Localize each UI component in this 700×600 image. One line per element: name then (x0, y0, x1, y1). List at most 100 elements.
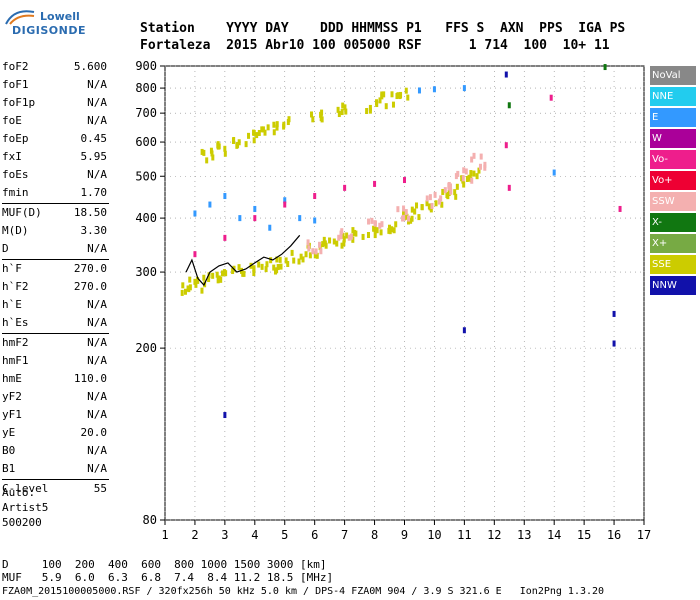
echo-point (387, 224, 391, 231)
echo-point (375, 101, 379, 108)
param-row: foF2 5.600 (2, 58, 109, 76)
param-label: yF2 (2, 390, 22, 403)
file-info-line: FZA0M_2015100005000.RSF / 320fx256h 50 k… (2, 586, 605, 597)
echo-point (455, 183, 459, 190)
echo-point (342, 240, 346, 247)
echo-point (507, 102, 511, 109)
echo-point (405, 213, 409, 220)
echo-point (483, 161, 487, 168)
echo-point (380, 221, 384, 228)
param-row: fmin 1.70 (2, 184, 109, 202)
echo-point (313, 217, 317, 224)
echo-point (276, 264, 280, 271)
echo-point (462, 181, 466, 188)
param-row: hmF2 N/A (2, 334, 109, 352)
echo-point (373, 220, 377, 227)
echo-point (361, 233, 365, 240)
series-group (223, 71, 616, 419)
y-tick-label: 200 (135, 341, 157, 355)
echo-point (328, 237, 332, 244)
param-label: foF2 (2, 60, 29, 73)
legend-item: E (650, 108, 696, 127)
echo-point (304, 251, 308, 258)
echo-point (425, 200, 429, 207)
echo-point (390, 91, 394, 98)
echo-point (275, 256, 279, 263)
param-label: h`Es (2, 316, 29, 329)
param-label: hmE (2, 372, 22, 385)
param-label: foE (2, 114, 22, 127)
echo-point (194, 281, 198, 288)
echo-point (311, 116, 315, 123)
param-row: yF2 N/A (2, 388, 109, 406)
echo-point (301, 256, 305, 263)
echo-point (223, 234, 227, 241)
param-row: h`Es N/A (2, 314, 109, 332)
echo-point (384, 103, 388, 110)
param-value: 18.50 (73, 206, 107, 219)
param-label: B1 (2, 462, 16, 475)
legend-item: NNW (650, 276, 696, 295)
param-row: hmE 110.0 (2, 370, 109, 388)
param-row: foF1p N/A (2, 94, 109, 112)
param-value: N/A (87, 336, 107, 349)
legend-item: Vo+ (650, 171, 696, 190)
echo-point (453, 189, 457, 196)
echo-point (283, 201, 287, 208)
echo-point (205, 157, 209, 164)
param-row: foEp 0.45 (2, 130, 109, 148)
scaled-parameters-panel: foF2 5.600 foF1 N/A foF1p N/A foE N/A foEp 0.45 fx… (2, 58, 109, 498)
x-tick-label: 6 (311, 528, 318, 542)
echo-point (208, 201, 212, 208)
echo-point (188, 284, 192, 291)
echo-point (440, 201, 444, 208)
echo-point (241, 270, 245, 277)
echo-point (313, 193, 317, 200)
param-separator (2, 479, 109, 480)
echo-point (268, 224, 272, 231)
echo-point (238, 215, 242, 222)
echo-point (410, 206, 414, 213)
echo-point (272, 121, 276, 128)
echo-point (391, 101, 395, 108)
param-value: N/A (87, 78, 107, 91)
echo-point (462, 167, 466, 174)
param-row: yF1 N/A (2, 406, 109, 424)
echo-point (318, 241, 322, 248)
echo-point (343, 104, 347, 111)
param-row: foF1 N/A (2, 76, 109, 94)
echo-point (257, 129, 261, 136)
echo-point (340, 242, 344, 249)
logo-arc-icon (5, 10, 35, 25)
param-value: 1.70 (80, 186, 108, 199)
echo-point (310, 111, 314, 118)
muf-distance-row: D 100 200 400 600 800 1000 1500 3000 [km… (2, 558, 327, 571)
echo-point (223, 193, 227, 200)
echo-point (477, 167, 481, 174)
echo-point (231, 138, 235, 145)
echo-point (202, 149, 206, 156)
echo-point (323, 240, 327, 247)
param-value: 270.0 (73, 280, 107, 293)
echo-point (319, 111, 323, 118)
echo-point (200, 148, 204, 155)
muf-table: D 100 200 400 600 800 1000 1500 3000 [km… (2, 558, 333, 584)
logo-lowell: Lowell (40, 10, 80, 23)
series-group (193, 85, 556, 231)
echo-point (223, 150, 227, 157)
echo-point (417, 214, 421, 221)
echo-point (456, 170, 460, 177)
echo-point (211, 272, 215, 279)
echo-point (479, 153, 483, 160)
param-row: C-level 55 (2, 480, 109, 498)
echo-point (200, 287, 204, 294)
echo-point (470, 177, 474, 184)
param-value: N/A (87, 242, 107, 255)
param-row: foEs N/A (2, 166, 109, 184)
param-label: fxI (2, 150, 22, 163)
y-tick-label: 700 (135, 106, 157, 120)
echo-point (415, 202, 419, 209)
echo-point (217, 143, 221, 150)
param-row: h`F2 270.0 (2, 278, 109, 296)
y-tick-label: 400 (135, 211, 157, 225)
